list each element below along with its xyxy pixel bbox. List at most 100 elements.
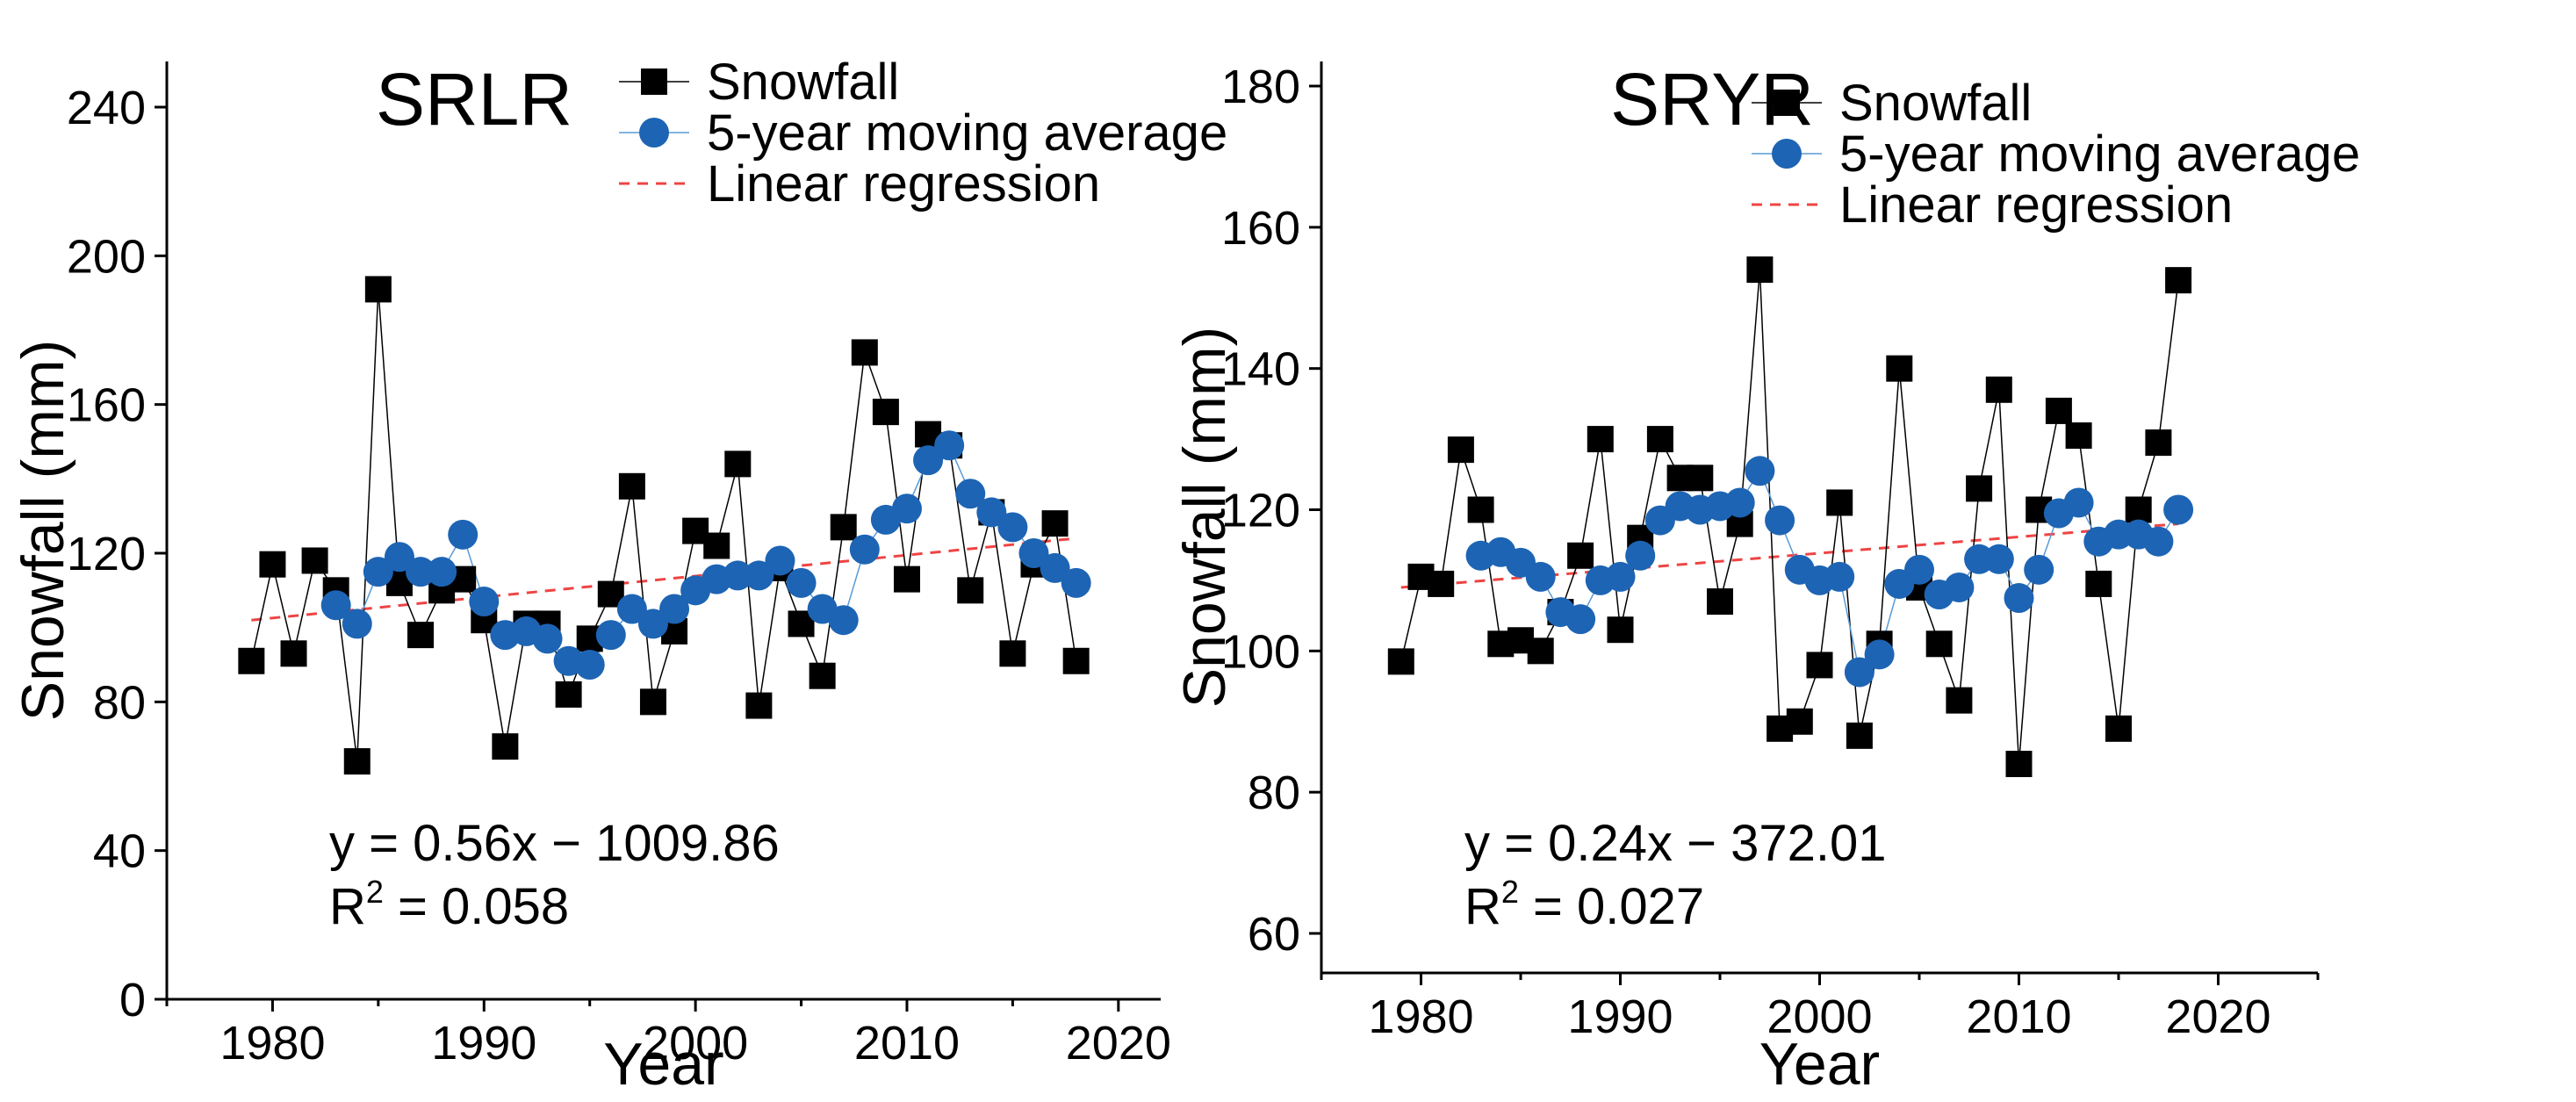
legend-label: Snowfall — [707, 54, 899, 111]
snowfall-point — [1925, 630, 1953, 658]
snowfall-point — [2005, 751, 2033, 777]
legend-label: Linear regression — [1839, 176, 2233, 234]
snowfall-point — [2085, 570, 2112, 597]
moving-average-point — [574, 650, 605, 680]
legend-label: Snowfall — [1839, 75, 2032, 132]
moving-average-point — [595, 620, 626, 651]
y-tick-label: 140 — [1221, 343, 1300, 396]
snowfall-point — [1687, 465, 1714, 492]
moving-average-point — [532, 623, 563, 654]
legend-item: Snowfall — [1752, 75, 2032, 132]
snowfall-point — [1041, 510, 1069, 537]
r-squared-label: R — [1464, 878, 1501, 935]
y-tick-label: 80 — [93, 676, 146, 729]
legend-label: Linear regression — [707, 155, 1100, 212]
moving-average-point — [1625, 540, 1656, 571]
r-squared-superscript: 2 — [366, 874, 384, 910]
y-tick-label: 120 — [1221, 485, 1300, 537]
moving-average-point — [1605, 561, 1636, 592]
moving-average-point — [934, 430, 965, 461]
legend-label: 5-year moving average — [1839, 126, 2360, 183]
moving-average-point — [765, 545, 795, 576]
snowfall-point — [1447, 436, 1474, 464]
y-tick-label: 180 — [1221, 61, 1300, 113]
chart-title: SRLR — [376, 58, 572, 140]
moving-average-point — [1018, 538, 1049, 568]
snowfall-point — [1806, 652, 1833, 679]
moving-average-point — [406, 557, 436, 587]
moving-average-point — [976, 497, 1007, 528]
moving-average-point — [1944, 572, 1975, 602]
snowfall-point — [703, 532, 730, 559]
y-tick-label: 0 — [119, 974, 146, 1026]
x-tick-label: 2000 — [643, 1017, 748, 1070]
moving-average-point — [448, 519, 479, 550]
moving-average-point — [637, 609, 668, 639]
snowfall-point — [492, 733, 519, 760]
moving-average-point — [2024, 554, 2054, 585]
snowfall-point — [1646, 426, 1673, 453]
moving-average-point — [1765, 505, 1795, 536]
x-tick-label: 1980 — [219, 1017, 325, 1070]
snowfall-point — [1567, 542, 1594, 569]
y-tick-label: 40 — [93, 825, 146, 878]
snowfall-point — [238, 647, 265, 674]
legend-item: Snowfall — [619, 54, 899, 111]
snowfall-point — [1062, 647, 1090, 674]
y-tick-label: 160 — [67, 379, 146, 432]
moving-average-point — [2143, 526, 2174, 557]
moving-average-point — [342, 609, 372, 639]
snowfall-point — [1826, 489, 1853, 516]
snowfall-point — [1946, 687, 1973, 714]
moving-average-point — [955, 479, 986, 509]
x-tick-label: 1990 — [431, 1017, 536, 1070]
chart-panel-sryr: 60 80 100 120 140 160 180 1980 1990 2000 2010 2020 Y… — [1171, 58, 2360, 1098]
legend-item: 5-year moving average — [1752, 126, 2360, 183]
snowfall-point — [1886, 355, 1913, 382]
y-tick-label: 100 — [1221, 625, 1300, 678]
snowfall-point — [280, 640, 307, 667]
moving-average-point — [1724, 487, 1755, 518]
moving-average-point — [427, 557, 457, 587]
snowfall-point — [1527, 637, 1554, 665]
r-squared-value: = 0.027 — [1519, 878, 1704, 935]
moving-average-point — [1525, 561, 1556, 592]
snowfall-point — [555, 681, 582, 708]
x-tick-label: 1980 — [1368, 990, 1473, 1043]
moving-average-point — [997, 512, 1028, 543]
regression-equation: y = 0.24x − 372.01 — [1464, 815, 1886, 872]
snowfall-point — [724, 450, 752, 478]
snowfall-point — [893, 565, 920, 593]
snowfall-point — [1607, 616, 1634, 644]
snowfall-point — [1587, 426, 1614, 453]
x-tick-label: 2020 — [1066, 1017, 1171, 1070]
moving-average-point — [2063, 487, 2094, 518]
snowfall-point — [1467, 496, 1494, 523]
moving-average-point — [1040, 552, 1070, 583]
regression-line — [251, 537, 1076, 622]
snowfall-point — [2145, 429, 2172, 457]
moving-average-point — [1904, 554, 1934, 585]
moving-average-point — [849, 534, 880, 565]
y-tick-label: 200 — [67, 230, 146, 283]
snowfall-point — [639, 688, 666, 716]
moving-average-point — [1745, 456, 1775, 486]
snowfall-point — [2105, 715, 2132, 742]
moving-average-point — [659, 594, 690, 624]
moving-average-point — [828, 605, 859, 636]
snowfall-point — [2125, 496, 2152, 523]
legend-item: Linear regression — [1752, 176, 2233, 234]
moving-average-point — [1844, 657, 1874, 688]
y-tick-label: 120 — [67, 528, 146, 580]
snowfall-point — [809, 662, 836, 689]
y-tick-label: 80 — [1248, 767, 1300, 819]
y-tick-label: 160 — [1221, 202, 1300, 255]
moving-average-point — [1565, 604, 1596, 635]
r-squared: R2 = 0.058 — [329, 874, 569, 935]
snowfall-point — [1707, 588, 1733, 616]
snowfall-point — [745, 692, 773, 719]
x-tick-label: 2000 — [1767, 990, 1872, 1043]
snowfall-point — [259, 551, 286, 578]
snowfall-point — [1985, 376, 2012, 403]
